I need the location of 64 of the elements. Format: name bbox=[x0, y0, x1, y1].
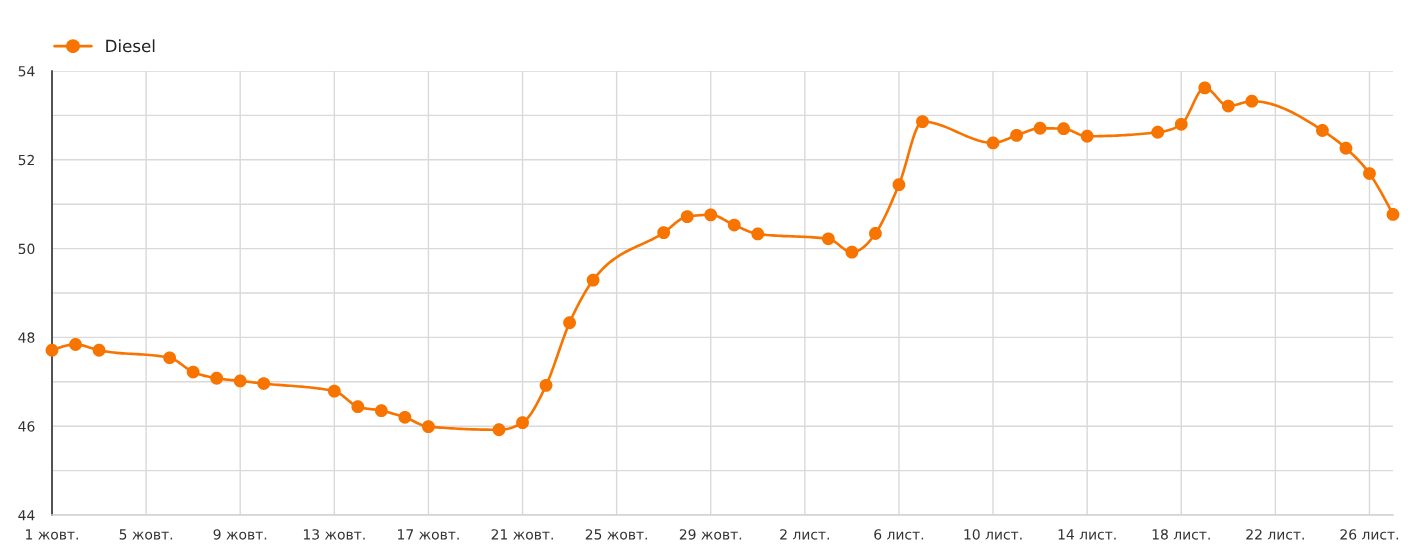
point bbox=[869, 227, 882, 240]
point bbox=[1033, 121, 1047, 135]
point bbox=[821, 232, 835, 246]
point bbox=[516, 416, 529, 430]
point bbox=[422, 420, 435, 434]
point bbox=[704, 208, 718, 222]
x-tick-label: 9 жовт. bbox=[213, 529, 267, 540]
x-tick-label: 13 жовт. bbox=[303, 529, 365, 540]
legend-label: Diesel bbox=[106, 39, 155, 53]
point bbox=[69, 338, 82, 351]
point bbox=[1174, 117, 1188, 131]
point bbox=[657, 226, 671, 240]
point bbox=[257, 377, 271, 390]
x-tick-label: 29 жовт. bbox=[679, 529, 742, 540]
y-tick-label: 54 bbox=[18, 66, 35, 77]
point bbox=[327, 384, 341, 398]
x-tick-label: 22 лист. bbox=[1246, 529, 1304, 540]
y-tick-label: 52 bbox=[18, 154, 34, 166]
point bbox=[727, 218, 741, 232]
point bbox=[539, 378, 553, 392]
point bbox=[492, 423, 506, 437]
point bbox=[210, 371, 224, 385]
point bbox=[892, 178, 906, 192]
x-tick-label: 5 жовт. bbox=[119, 529, 173, 540]
x-tick-label: 26 лист. bbox=[1340, 529, 1399, 540]
point bbox=[916, 115, 929, 129]
point bbox=[1221, 99, 1235, 113]
point bbox=[1080, 129, 1094, 143]
x-tick-label: 17 жовт. bbox=[398, 529, 459, 540]
point bbox=[586, 273, 600, 287]
point bbox=[845, 245, 859, 259]
point bbox=[92, 343, 106, 357]
point bbox=[1339, 141, 1353, 155]
point bbox=[45, 343, 59, 357]
point bbox=[1245, 94, 1259, 108]
point bbox=[163, 351, 177, 365]
point bbox=[1316, 124, 1329, 137]
x-tick-label: 18 лист. bbox=[1152, 529, 1210, 540]
point bbox=[186, 365, 200, 379]
point bbox=[1057, 122, 1071, 136]
point bbox=[374, 404, 388, 418]
point bbox=[680, 210, 694, 224]
x-tick-label: 25 жовт. bbox=[585, 529, 648, 540]
x-tick-label: 10 лист. bbox=[964, 529, 1022, 540]
x-tick-label: 1 жовт. bbox=[26, 529, 78, 540]
point bbox=[1363, 167, 1376, 180]
x-tick-label: 21 жовт. bbox=[491, 529, 553, 540]
point bbox=[351, 400, 365, 414]
y-tick-label: 50 bbox=[18, 243, 35, 255]
x-tick-label: 6 лист. bbox=[874, 529, 924, 540]
x-tick-label: 14 лист. bbox=[1058, 529, 1116, 540]
point bbox=[233, 374, 247, 388]
point bbox=[398, 410, 412, 424]
point bbox=[1198, 81, 1212, 95]
y-tick-label: 46 bbox=[18, 421, 35, 432]
point bbox=[986, 136, 1000, 150]
point bbox=[563, 316, 576, 330]
y-tick-label: 44 bbox=[18, 510, 35, 521]
point bbox=[751, 227, 765, 241]
y-tick-label: 48 bbox=[18, 332, 35, 343]
point bbox=[1151, 125, 1165, 139]
point bbox=[1386, 208, 1400, 221]
x-tick-label: 2 лист. bbox=[780, 529, 829, 540]
point bbox=[1010, 128, 1023, 142]
